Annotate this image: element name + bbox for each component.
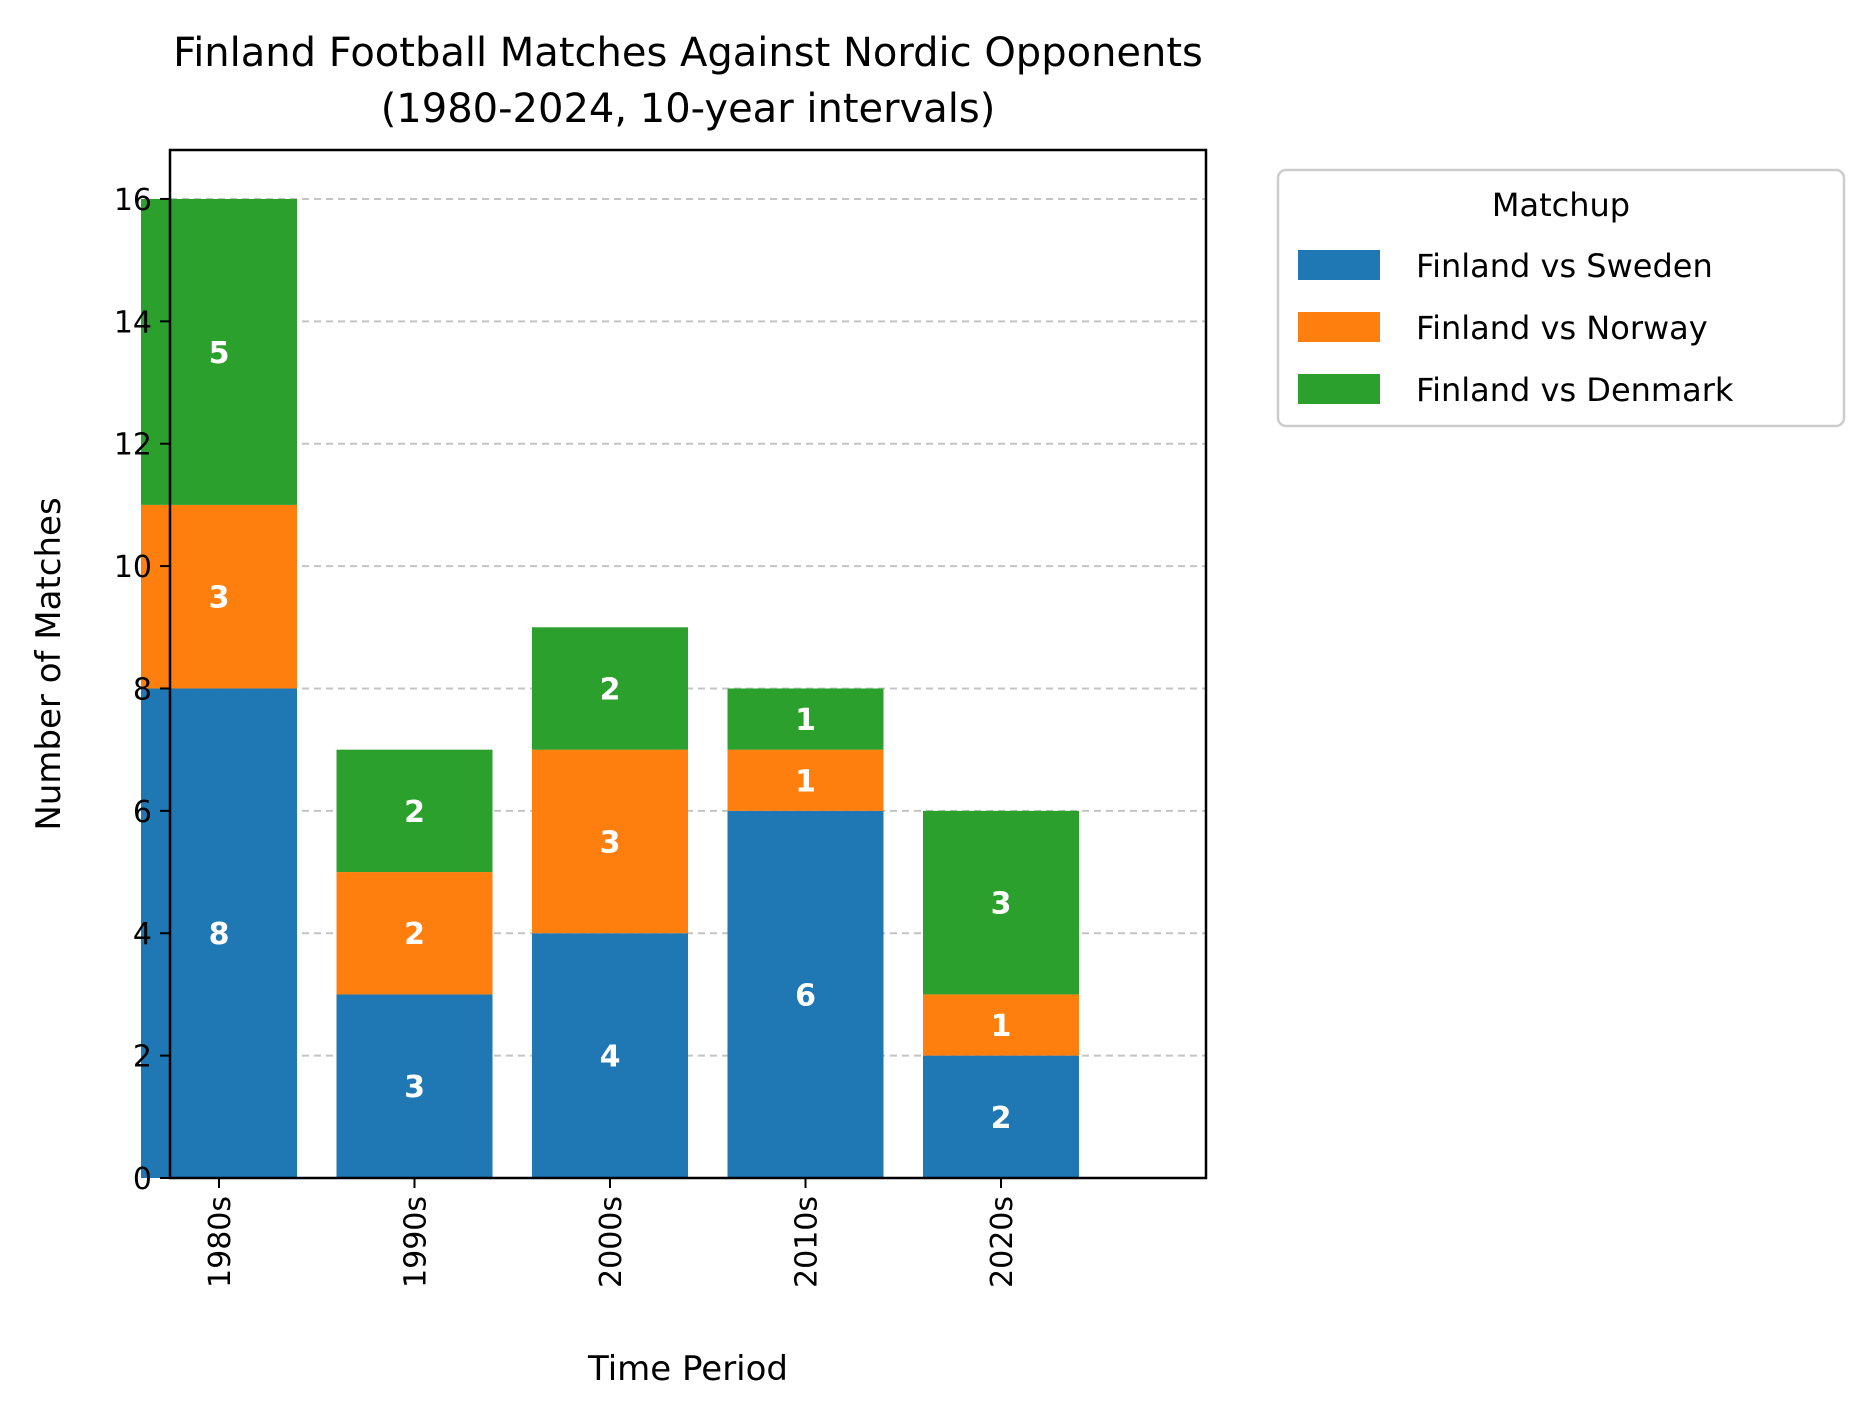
legend-swatch-finland-vs-norway [1298, 312, 1380, 342]
x-axis-label: Time Period [587, 1349, 788, 1389]
bar-finland-vs-sweden-1990s [336, 994, 493, 1178]
y-tick-label: 12 [114, 428, 152, 463]
x-tick-label: 2010s [790, 1196, 825, 1288]
legend-swatch-finland-vs-denmark [1298, 374, 1380, 404]
bar-value-label: 3 [209, 581, 230, 616]
bar-value-label: 5 [209, 336, 230, 371]
y-tick-label: 10 [114, 550, 152, 585]
x-tick-label: 2020s [985, 1196, 1020, 1288]
y-tick-label: 6 [133, 795, 152, 830]
plot-frame [168, 148, 1208, 1180]
legend-frame [1276, 168, 1846, 428]
bar-value-label: 1 [795, 703, 816, 738]
bar-finland-vs-sweden-2000s [532, 933, 688, 1178]
bar-finland-vs-norway-2000s [532, 749, 688, 934]
y-tick-label: 0 [133, 1162, 152, 1197]
chart-title-line-1: Finland Football Matches Against Nordic … [173, 30, 1203, 76]
bar-value-label: 3 [991, 887, 1012, 922]
x-tick-label: 1990s [399, 1196, 434, 1288]
bar-finland-vs-denmark-1980s [141, 198, 297, 505]
legend-label-finland-vs-denmark: Finland vs Denmark [1416, 371, 1734, 409]
bar-value-label: 1 [795, 764, 816, 799]
y-tick-label: 8 [133, 672, 152, 707]
bar-finland-vs-norway-2020s [923, 994, 1079, 1056]
legend-swatch-finland-vs-sweden [1298, 250, 1380, 280]
bar-value-label: 3 [600, 825, 621, 860]
bar-value-label: 2 [991, 1101, 1012, 1136]
bar-finland-vs-denmark-2000s [532, 627, 688, 750]
bar-finland-vs-denmark-2020s [923, 810, 1079, 995]
legend-label-finland-vs-sweden: Finland vs Sweden [1416, 247, 1713, 285]
bar-value-label: 6 [795, 978, 816, 1013]
bar-finland-vs-norway-1990s [336, 872, 493, 995]
bar-finland-vs-norway-2010s [727, 749, 884, 811]
legend-title: Matchup [1492, 186, 1630, 224]
y-tick-label: 2 [133, 1040, 152, 1075]
bars [141, 198, 1079, 1178]
bar-value-label: 2 [600, 672, 621, 707]
bar-value-label: 4 [600, 1040, 621, 1075]
y-axis-label: Number of Matches [29, 497, 69, 830]
bar-value-label: 2 [404, 917, 425, 952]
bar-finland-vs-denmark-2010s [727, 688, 884, 750]
bar-value-label: 2 [404, 795, 425, 830]
legend: Matchup Finland vs Sweden Finland vs Norw… [1276, 168, 1846, 428]
chart-title: Finland Football Matches Against Nordic … [173, 30, 1203, 132]
y-axis: 0 2 4 6 8 10 12 14 16 [114, 183, 170, 1197]
bar-labels: 8 3 5 3 2 2 4 3 2 6 1 1 2 1 3 [209, 336, 1012, 1136]
x-axis: 1980s 1990s 2000s 2010s 2020s [203, 1178, 1020, 1288]
y-tick-label: 4 [133, 917, 152, 952]
bar-finland-vs-sweden-2010s [727, 810, 884, 1178]
legend-label-finland-vs-norway: Finland vs Norway [1416, 309, 1708, 347]
chart-title-line-2: (1980-2024, 10-year intervals) [381, 86, 996, 132]
bar-value-label: 3 [404, 1070, 425, 1105]
bar-finland-vs-denmark-1990s [336, 749, 493, 873]
x-tick-label: 2000s [594, 1196, 629, 1288]
bar-finland-vs-norway-1980s [141, 504, 297, 689]
x-tick-label: 1980s [203, 1196, 238, 1288]
bar-value-label: 1 [991, 1009, 1012, 1044]
y-tick-label: 14 [114, 305, 152, 340]
bar-value-label: 8 [209, 917, 230, 952]
y-tick-label: 16 [114, 183, 152, 218]
bar-finland-vs-sweden-2020s [923, 1055, 1079, 1178]
